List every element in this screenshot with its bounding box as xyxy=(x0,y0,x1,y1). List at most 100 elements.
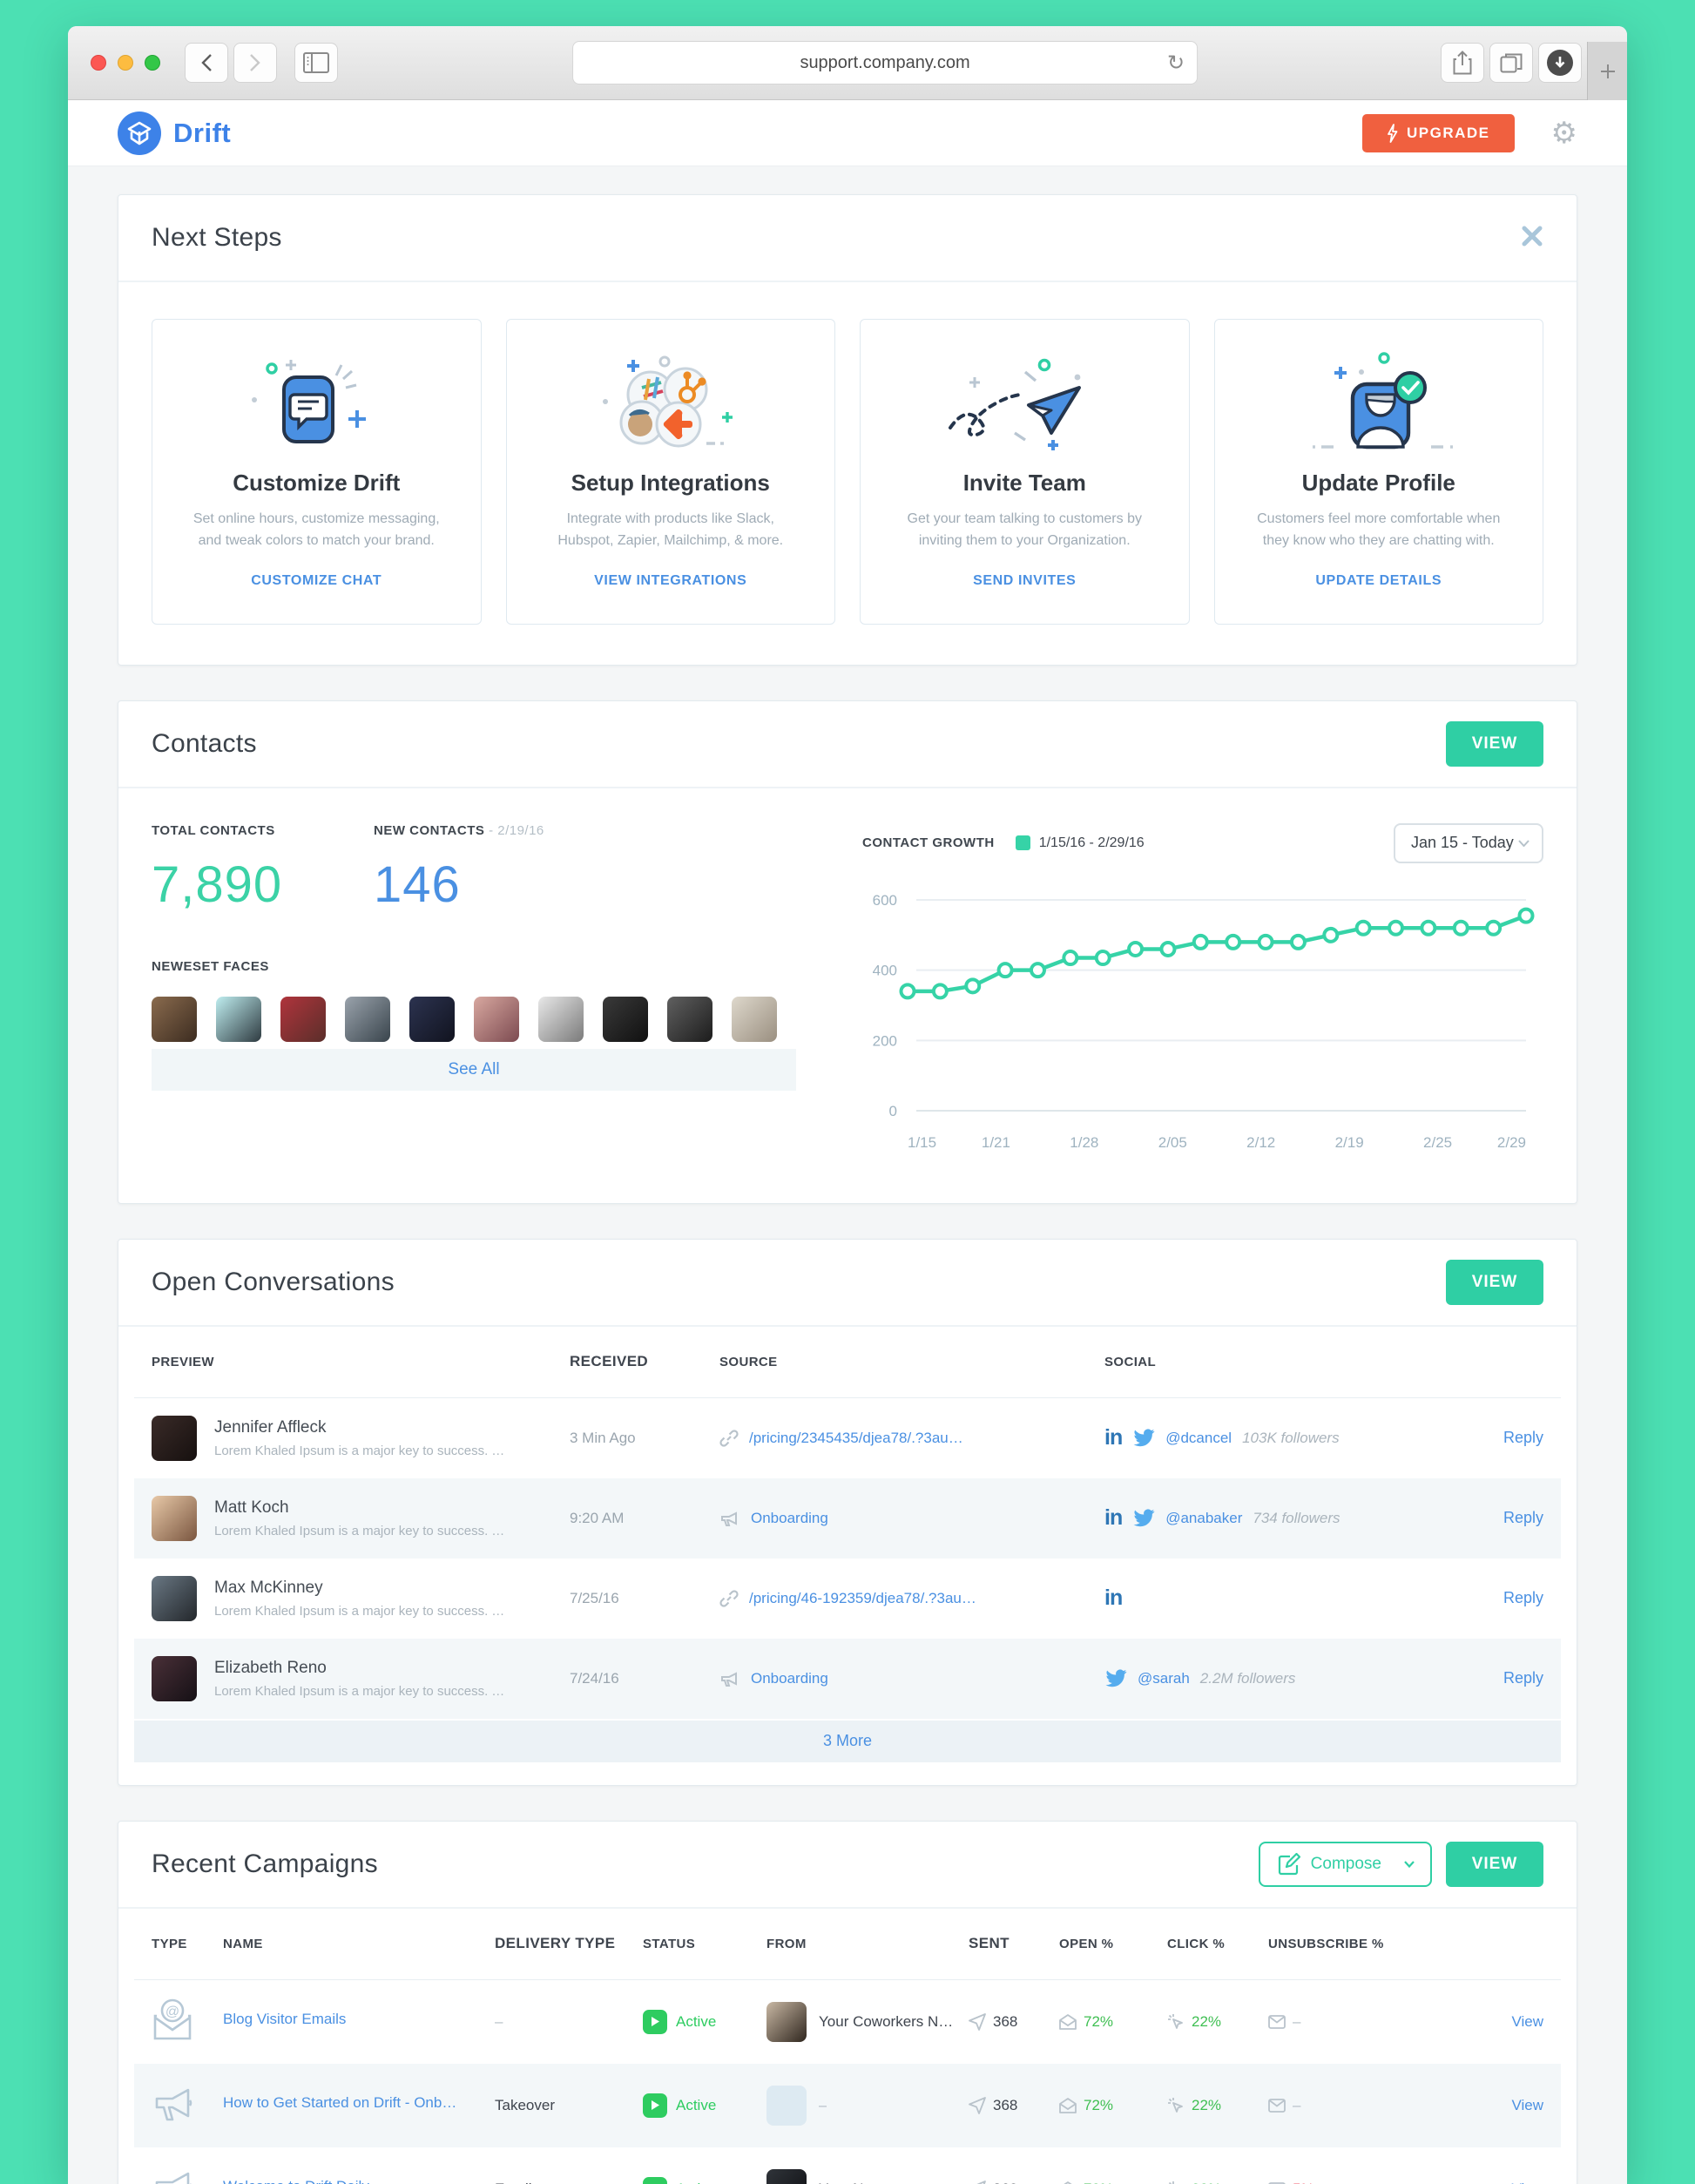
campaign-name-link[interactable]: Welcome to Drift Daily xyxy=(223,2178,369,2184)
source-link[interactable]: Onboarding xyxy=(751,1509,828,1526)
conversation-row[interactable]: Elizabeth Reno Lorem Khaled Ipsum is a m… xyxy=(134,1638,1561,1719)
column-unsubscribe: UNSUBSCRIBE % xyxy=(1268,1936,1384,1951)
campaign-name-link[interactable]: How to Get Started on Drift - Onb… xyxy=(223,2094,457,2112)
drift-logo-icon[interactable] xyxy=(118,111,161,155)
source-link[interactable]: Onboarding xyxy=(751,1669,828,1687)
contact-growth-section: CONTACT GROWTH 1/15/16 - 2/29/16 Jan 15 … xyxy=(814,822,1543,1158)
more-link[interactable]: 3 More xyxy=(822,1732,873,1750)
total-contacts-label: TOTAL CONTACTS xyxy=(152,822,275,838)
svg-text:200: 200 xyxy=(873,1032,897,1049)
total-contacts-value: 7,890 xyxy=(152,855,283,913)
new-tab-button[interactable] xyxy=(1587,42,1627,100)
delivery-type: Email xyxy=(495,2181,643,2184)
open-rate-icon xyxy=(1059,2097,1077,2113)
avatar[interactable] xyxy=(280,996,326,1042)
gear-icon[interactable]: ⚙ xyxy=(1550,115,1577,151)
active-status-icon xyxy=(643,2176,667,2184)
unsubscribe-icon xyxy=(1268,2098,1286,2113)
reply-link[interactable]: Reply xyxy=(1503,1589,1543,1607)
campaign-icon xyxy=(721,1511,737,1526)
avatar[interactable] xyxy=(345,996,390,1042)
campaigns-view-button[interactable]: VIEW xyxy=(1446,1841,1543,1887)
source-link[interactable]: /pricing/2345435/djea78/.?3au… xyxy=(749,1429,963,1446)
campaign-row[interactable]: @ Blog Visitor Emails – Active Your Cowo… xyxy=(134,1980,1561,2064)
linkedin-icon[interactable]: in xyxy=(1104,1586,1123,1611)
customize-chat-link[interactable]: CUSTOMIZE CHAT xyxy=(251,572,382,588)
twitter-handle[interactable]: @dcancel xyxy=(1165,1429,1232,1446)
avatar[interactable] xyxy=(409,996,455,1042)
conversation-row[interactable]: Matt Koch Lorem Khaled Ipsum is a major … xyxy=(134,1477,1561,1559)
forward-button[interactable] xyxy=(233,43,277,83)
svg-text:2/19: 2/19 xyxy=(1335,1134,1364,1151)
reply-link[interactable]: Reply xyxy=(1503,1509,1543,1527)
date-range-value: Jan 15 - Today xyxy=(1411,834,1514,852)
view-integrations-link[interactable]: VIEW INTEGRATIONS xyxy=(594,572,747,588)
reply-link[interactable]: Reply xyxy=(1503,1669,1543,1687)
email-at-icon: @ xyxy=(153,1998,192,2040)
column-from: FROM xyxy=(766,1936,807,1951)
conversations-view-button[interactable]: VIEW xyxy=(1446,1259,1543,1305)
contacts-view-button[interactable]: VIEW xyxy=(1446,720,1543,767)
source-link[interactable]: /pricing/46-192359/djea78/.?3au… xyxy=(749,1589,976,1606)
send-invites-link[interactable]: SEND INVITES xyxy=(973,572,1077,588)
campaigns-column-headers: TYPE NAME DELIVERY TYPE STATUS FROM SENT… xyxy=(134,1909,1561,1980)
sidebar-toggle-button[interactable] xyxy=(294,43,338,83)
avatar[interactable] xyxy=(152,996,197,1042)
view-link[interactable]: View xyxy=(1511,2181,1543,2184)
twitter-handle[interactable]: @sarah xyxy=(1138,1669,1190,1687)
legend-swatch xyxy=(1015,835,1030,851)
next-steps-header: Next Steps xyxy=(118,195,1577,282)
avatar xyxy=(152,1495,197,1541)
twitter-icon[interactable] xyxy=(1132,1429,1155,1448)
compose-button[interactable]: Compose xyxy=(1258,1841,1432,1887)
conversation-row[interactable]: Jennifer Affleck Lorem Khaled Ipsum is a… xyxy=(134,1398,1561,1478)
refresh-icon[interactable]: ↻ xyxy=(1166,51,1185,75)
card-setup-integrations: Setup Integrations Integrate with produc… xyxy=(505,319,835,625)
paper-plane-illustration xyxy=(881,346,1168,461)
avatar[interactable] xyxy=(732,996,777,1042)
share-button[interactable] xyxy=(1441,43,1484,83)
column-sent: SENT xyxy=(969,1935,1010,1952)
back-button[interactable] xyxy=(185,43,228,83)
date-range-select[interactable]: Jan 15 - Today xyxy=(1394,822,1543,863)
twitter-handle[interactable]: @anabaker xyxy=(1165,1509,1243,1526)
column-click: CLICK % xyxy=(1167,1936,1226,1951)
zoom-window-button[interactable] xyxy=(145,55,160,71)
downloads-button[interactable] xyxy=(1538,43,1582,83)
column-delivery-type: DELIVERY TYPE xyxy=(495,1935,616,1952)
avatar[interactable] xyxy=(603,996,648,1042)
card-customize-drift: Customize Drift Set online hours, custom… xyxy=(152,319,482,625)
view-link[interactable]: View xyxy=(1511,2012,1543,2030)
see-all-link[interactable]: See All xyxy=(448,1059,500,1078)
close-window-button[interactable] xyxy=(91,55,106,71)
view-link[interactable]: View xyxy=(1511,2096,1543,2113)
reply-link[interactable]: Reply xyxy=(1503,1429,1543,1447)
avatar[interactable] xyxy=(538,996,584,1042)
avatar[interactable] xyxy=(216,996,261,1042)
conversation-row[interactable]: Max McKinney Lorem Khaled Ipsum is a maj… xyxy=(134,1559,1561,1639)
svg-text:1/21: 1/21 xyxy=(982,1134,1010,1151)
campaign-row[interactable]: Welcome to Drift Daily Email Active Your… xyxy=(134,2147,1561,2184)
twitter-icon[interactable] xyxy=(1132,1509,1155,1528)
close-icon[interactable] xyxy=(1521,225,1543,252)
column-open: OPEN % xyxy=(1059,1936,1114,1951)
twitter-icon[interactable] xyxy=(1104,1669,1127,1688)
upgrade-button[interactable]: UPGRADE xyxy=(1362,113,1515,152)
more-bar: 3 More xyxy=(134,1720,1561,1762)
column-source: SOURCE xyxy=(719,1354,778,1369)
linkedin-icon[interactable]: in xyxy=(1104,1505,1123,1531)
linkedin-icon[interactable]: in xyxy=(1104,1425,1123,1450)
campaign-name-link[interactable]: Blog Visitor Emails xyxy=(223,2011,347,2028)
conversations-table: PREVIEW RECEIVED SOURCE SOCIAL Jennifer … xyxy=(134,1327,1561,1785)
tab-overview-button[interactable] xyxy=(1489,43,1533,83)
avatar[interactable] xyxy=(667,996,712,1042)
url-bar[interactable]: support.company.com ↻ xyxy=(572,41,1199,85)
avatar[interactable] xyxy=(474,996,519,1042)
update-details-link[interactable]: UPDATE DETAILS xyxy=(1315,572,1442,588)
minimize-window-button[interactable] xyxy=(118,55,133,71)
svg-text:@: @ xyxy=(165,2005,179,2019)
contacts-body: TOTAL CONTACTS 7,890 NEW CONTACTS - 2/19… xyxy=(118,788,1577,1203)
campaign-row[interactable]: How to Get Started on Drift - Onb… Takeo… xyxy=(134,2063,1561,2147)
message-preview: Lorem Khaled Ipsum is a major key to suc… xyxy=(214,1683,510,1699)
card-title: Update Profile xyxy=(1301,470,1455,496)
